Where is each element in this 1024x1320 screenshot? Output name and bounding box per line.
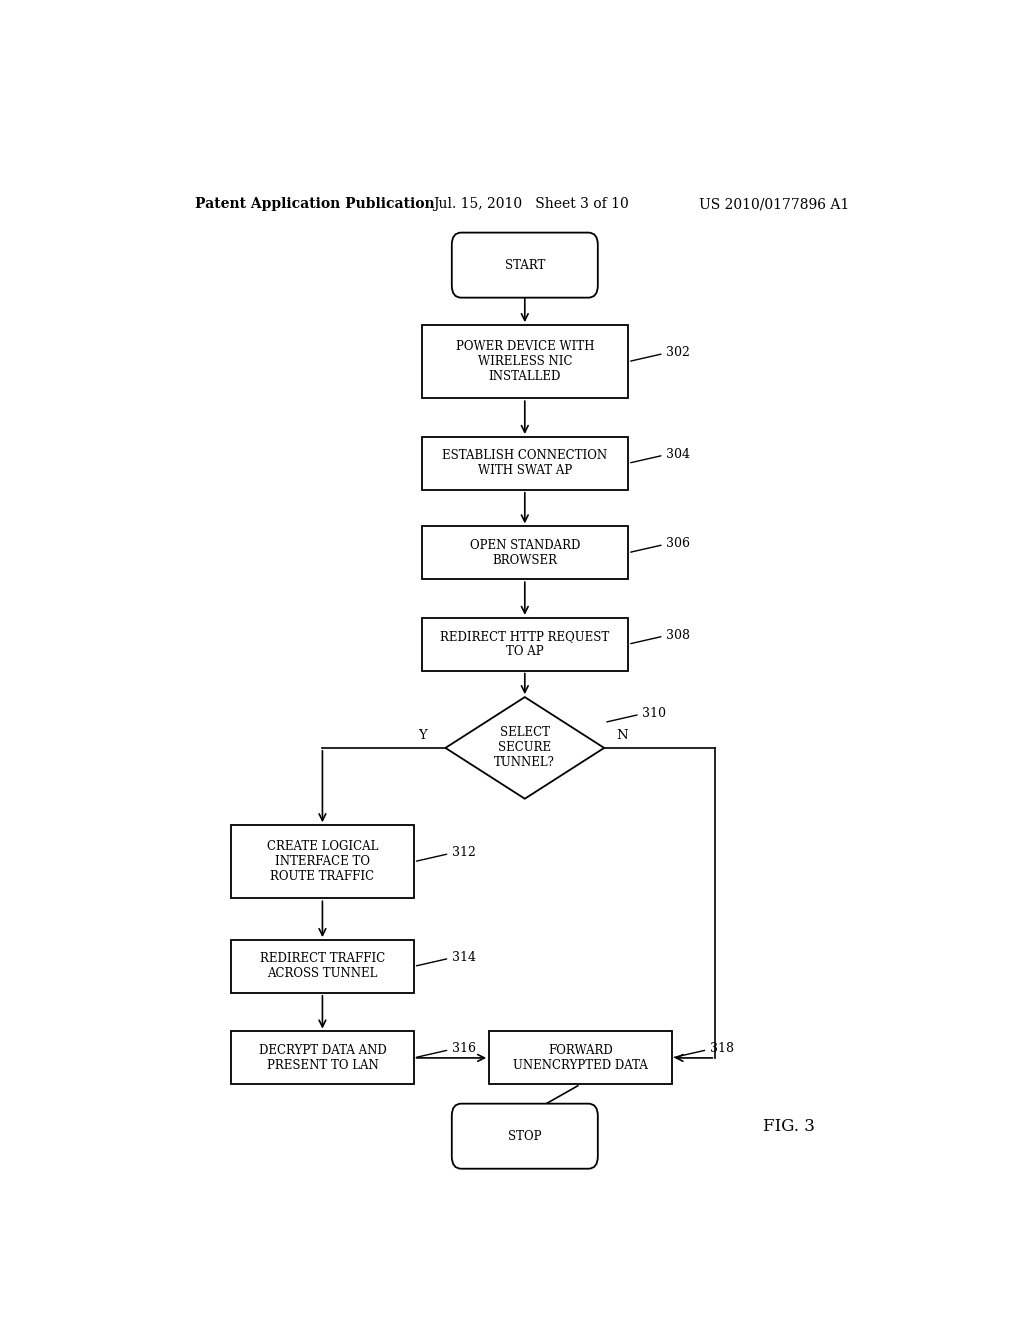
Bar bbox=[422, 618, 628, 671]
Text: FIG. 3: FIG. 3 bbox=[763, 1118, 815, 1134]
Text: ESTABLISH CONNECTION
WITH SWAT AP: ESTABLISH CONNECTION WITH SWAT AP bbox=[442, 449, 607, 478]
Text: REDIRECT HTTP REQUEST
TO AP: REDIRECT HTTP REQUEST TO AP bbox=[440, 630, 609, 659]
Text: OPEN STANDARD
BROWSER: OPEN STANDARD BROWSER bbox=[470, 539, 580, 566]
Text: 310: 310 bbox=[642, 706, 667, 719]
Text: 306: 306 bbox=[666, 537, 690, 550]
Bar bbox=[231, 1031, 414, 1084]
Text: FORWARD
UNENCRYPTED DATA: FORWARD UNENCRYPTED DATA bbox=[513, 1044, 648, 1072]
Text: START: START bbox=[505, 259, 545, 272]
Polygon shape bbox=[445, 697, 604, 799]
Text: Y: Y bbox=[418, 729, 426, 742]
Text: 318: 318 bbox=[710, 1043, 734, 1055]
Text: Jul. 15, 2010   Sheet 3 of 10: Jul. 15, 2010 Sheet 3 of 10 bbox=[433, 197, 630, 211]
Bar bbox=[422, 527, 628, 579]
Bar bbox=[231, 825, 414, 899]
Bar bbox=[489, 1031, 672, 1084]
Text: Patent Application Publication: Patent Application Publication bbox=[196, 197, 435, 211]
Text: 304: 304 bbox=[666, 447, 690, 461]
Text: REDIRECT TRAFFIC
ACROSS TUNNEL: REDIRECT TRAFFIC ACROSS TUNNEL bbox=[260, 953, 385, 981]
Text: CREATE LOGICAL
INTERFACE TO
ROUTE TRAFFIC: CREATE LOGICAL INTERFACE TO ROUTE TRAFFI… bbox=[266, 841, 378, 883]
Text: 314: 314 bbox=[452, 950, 476, 964]
Bar bbox=[231, 940, 414, 993]
Text: POWER DEVICE WITH
WIRELESS NIC
INSTALLED: POWER DEVICE WITH WIRELESS NIC INSTALLED bbox=[456, 341, 594, 383]
Bar bbox=[422, 437, 628, 490]
Text: N: N bbox=[616, 729, 628, 742]
Text: STOP: STOP bbox=[508, 1130, 542, 1143]
Text: SELECT
SECURE
TUNNEL?: SELECT SECURE TUNNEL? bbox=[495, 726, 555, 770]
Text: 302: 302 bbox=[666, 346, 690, 359]
Bar bbox=[422, 325, 628, 399]
Text: 308: 308 bbox=[666, 628, 690, 642]
Text: DECRYPT DATA AND
PRESENT TO LAN: DECRYPT DATA AND PRESENT TO LAN bbox=[258, 1044, 386, 1072]
FancyBboxPatch shape bbox=[452, 1104, 598, 1168]
Text: US 2010/0177896 A1: US 2010/0177896 A1 bbox=[699, 197, 850, 211]
Text: 312: 312 bbox=[452, 846, 476, 859]
FancyBboxPatch shape bbox=[452, 232, 598, 297]
Text: 316: 316 bbox=[452, 1043, 476, 1055]
